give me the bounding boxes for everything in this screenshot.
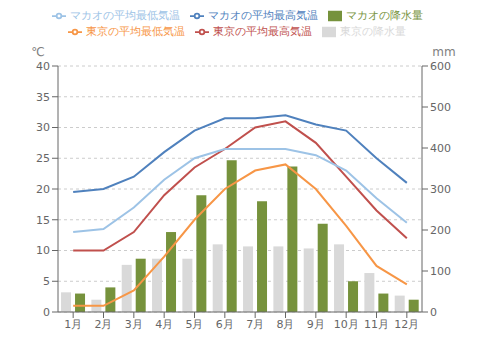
html-text:マカオの平均最低気温: マカオの平均最低気温 xyxy=(69,9,180,22)
svg-text:10: 10 xyxy=(36,244,50,257)
svg-text:5: 5 xyxy=(43,275,50,288)
svg-text:8月: 8月 xyxy=(277,318,295,331)
svg-text:300: 300 xyxy=(430,183,451,196)
html-text:東京の平均最高気温: 東京の平均最高気温 xyxy=(213,25,312,38)
svg-text:mm: mm xyxy=(432,45,455,59)
html-text:東京の降水量: 東京の降水量 xyxy=(340,25,406,38)
svg-text:6月: 6月 xyxy=(216,318,234,331)
svg-text:200: 200 xyxy=(430,224,451,237)
svg-text:2月: 2月 xyxy=(95,318,113,331)
svg-text:3月: 3月 xyxy=(125,318,143,331)
svg-text:1月: 1月 xyxy=(64,318,82,331)
svg-text:20: 20 xyxy=(36,183,50,196)
svg-text:10月: 10月 xyxy=(334,318,359,331)
svg-text:7月: 7月 xyxy=(246,318,264,331)
svg-text:100: 100 xyxy=(430,265,451,278)
html-text:マカオの降水量: マカオの降水量 xyxy=(345,9,423,22)
svg-text:5月: 5月 xyxy=(186,318,204,331)
svg-text:0: 0 xyxy=(43,306,50,319)
svg-text:400: 400 xyxy=(430,142,451,155)
svg-text:12月: 12月 xyxy=(394,318,419,331)
html-text:マカオの平均最高気温: マカオの平均最高気温 xyxy=(207,9,318,22)
html-text:東京の平均最低気温: 東京の平均最低気温 xyxy=(86,25,185,38)
svg-text:15: 15 xyxy=(36,214,50,227)
svg-text:25: 25 xyxy=(36,152,50,165)
svg-text:4月: 4月 xyxy=(155,318,173,331)
svg-text:9月: 9月 xyxy=(307,318,325,331)
svg-text:11月: 11月 xyxy=(364,318,389,331)
svg-text:0: 0 xyxy=(430,306,437,319)
svg-text:35: 35 xyxy=(36,91,50,104)
svg-text:℃: ℃ xyxy=(31,45,44,59)
svg-text:500: 500 xyxy=(430,101,451,114)
svg-text:40: 40 xyxy=(36,60,50,73)
svg-text:30: 30 xyxy=(36,121,50,134)
svg-text:600: 600 xyxy=(430,60,451,73)
